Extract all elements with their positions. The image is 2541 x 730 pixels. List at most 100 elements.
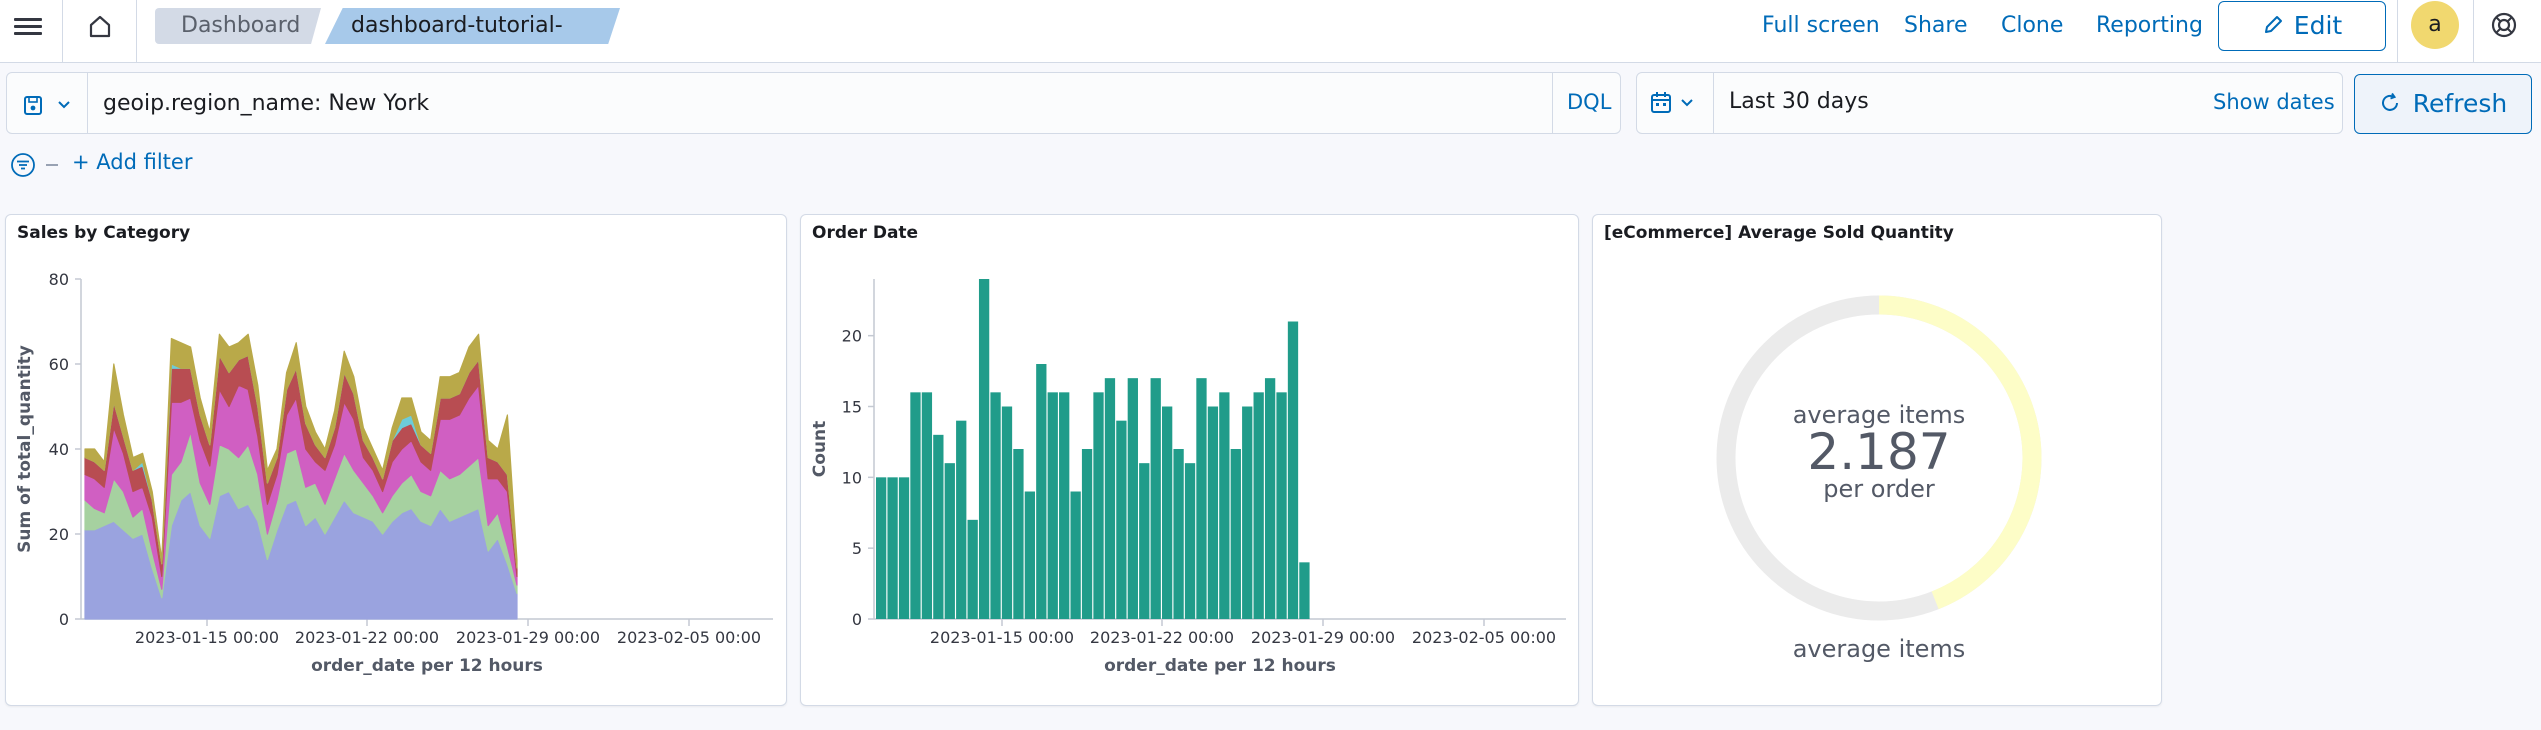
bar <box>944 463 955 619</box>
sales-by-category-panel: Sales by Category 0 20 40 60 80 2023-01-15 00… <box>5 214 787 706</box>
x-tick-label: 2023-01-22 00:00 <box>1090 628 1234 647</box>
add-filter-button[interactable]: + Add filter <box>72 150 193 174</box>
header-divider <box>2397 0 2398 62</box>
bar <box>898 477 910 619</box>
y-tick-label: 10 <box>842 468 862 487</box>
bar <box>1253 392 1264 619</box>
average-sold-quantity-panel: [eCommerce] Average Sold Quantity averag… <box>1592 214 2162 706</box>
bar <box>1299 562 1310 619</box>
bar <box>1287 321 1299 619</box>
full-screen-link[interactable]: Full screen <box>1762 13 1880 38</box>
sales-area-chart: 0 20 40 60 80 2023-01-15 00:00 2023-01-22 00:0… <box>15 270 773 676</box>
bar <box>1184 463 1196 619</box>
bar <box>1047 392 1058 619</box>
area-series-5 <box>84 333 518 569</box>
bar <box>1276 392 1287 619</box>
top-header: Dashboard dashboard-tutorial-final Full … <box>0 0 2541 63</box>
metric-top-label: average items <box>1793 401 1966 429</box>
bar <box>887 477 898 619</box>
y-tick-label: 80 <box>49 270 69 289</box>
share-link[interactable]: Share <box>1904 13 1968 38</box>
x-axis-title: order_date per 12 hours <box>1104 656 1336 676</box>
bar <box>876 477 887 619</box>
breadcrumb-dashboard[interactable]: Dashboard <box>155 8 321 44</box>
bar <box>1127 378 1138 619</box>
average-gauge-chart: average items 2.187 per order average it… <box>1716 295 2042 663</box>
bar <box>1081 449 1093 619</box>
x-tick-label: 2023-01-15 00:00 <box>135 628 279 647</box>
header-divider <box>62 0 63 62</box>
order-date-panel: Order Date 0 5 10 15 20 2023-01-15 00:00 2023-… <box>800 214 1579 706</box>
bar <box>933 434 944 619</box>
gauge-footer-label: average items <box>1793 635 1966 663</box>
panel-title: Order Date <box>812 223 919 243</box>
x-tick-label: 2023-02-05 00:00 <box>617 628 761 647</box>
bar <box>1264 378 1276 619</box>
bar <box>1104 378 1116 619</box>
bar <box>1196 378 1207 619</box>
bar <box>1230 449 1241 619</box>
query-input[interactable] <box>95 73 1566 133</box>
reporting-link[interactable]: Reporting <box>2096 13 2203 38</box>
refresh-button[interactable]: Refresh <box>2354 74 2532 134</box>
bar <box>1093 392 1104 619</box>
x-tick-label: 2023-02-05 00:00 <box>1412 628 1556 647</box>
bar <box>956 420 967 619</box>
home-icon[interactable] <box>86 12 114 40</box>
y-tick-label: 60 <box>49 355 69 374</box>
gauge-fill <box>1716 295 2042 621</box>
edit-button-label: Edit <box>2293 11 2343 40</box>
saved-query-icon[interactable] <box>19 91 83 119</box>
header-divider <box>2473 0 2474 62</box>
show-dates-link[interactable]: Show dates <box>2213 90 2335 114</box>
filter-divider <box>46 164 58 166</box>
metric-bottom-label: per order <box>1823 475 1935 503</box>
bar <box>1036 364 1047 619</box>
bar <box>910 392 921 619</box>
pencil-icon <box>2264 16 2282 33</box>
metric-value: 2.187 <box>1807 423 1950 481</box>
y-tick-label: 15 <box>842 398 862 417</box>
bar <box>967 519 978 619</box>
bar <box>921 392 933 619</box>
bar <box>1001 406 1013 619</box>
date-range-text[interactable]: Last 30 days <box>1729 89 1869 114</box>
date-picker: Last 30 days Show dates <box>1636 72 2343 134</box>
bar <box>1139 463 1150 619</box>
bar <box>1219 392 1230 619</box>
x-tick-label: 2023-01-22 00:00 <box>295 628 439 647</box>
breadcrumb-current: dashboard-tutorial-final <box>325 8 620 44</box>
bar <box>1013 449 1024 619</box>
edit-button[interactable]: Edit <box>2218 1 2386 51</box>
bar <box>1207 406 1219 619</box>
x-tick-label: 2023-01-15 00:00 <box>930 628 1074 647</box>
y-axis-title: Count <box>810 421 830 478</box>
calendar-icon[interactable] <box>1647 89 1703 117</box>
x-tick-label: 2023-01-29 00:00 <box>456 628 600 647</box>
avatar[interactable]: a <box>2411 1 2459 49</box>
y-axis-title: Sum of total_quantity <box>15 345 35 553</box>
menu-icon[interactable] <box>14 14 42 42</box>
y-tick-label: 40 <box>49 440 69 459</box>
panel-title: Sales by Category <box>17 223 191 243</box>
bar <box>1059 392 1070 619</box>
order-date-bar-chart: 0 5 10 15 20 2023-01-15 00:00 2023-01-22 00:00… <box>810 279 1566 676</box>
header-divider <box>136 0 137 62</box>
bar <box>1162 406 1173 619</box>
clone-link[interactable]: Clone <box>2001 13 2064 38</box>
y-tick-label: 0 <box>59 610 69 629</box>
query-divider <box>1552 73 1553 133</box>
bar <box>1070 491 1081 619</box>
query-bar: DQL <box>6 72 1621 134</box>
refresh-icon <box>2381 92 2398 111</box>
refresh-button-label: Refresh <box>2412 89 2508 118</box>
filter-icon[interactable] <box>10 152 36 178</box>
dql-language-button[interactable]: DQL <box>1567 90 1612 114</box>
bar <box>1242 406 1253 619</box>
bar <box>978 279 990 619</box>
x-tick-label: 2023-01-29 00:00 <box>1251 628 1395 647</box>
help-icon[interactable] <box>2490 11 2518 39</box>
x-axis-title: order_date per 12 hours <box>311 656 543 676</box>
y-tick-label: 20 <box>842 327 862 346</box>
bar <box>1173 449 1184 619</box>
